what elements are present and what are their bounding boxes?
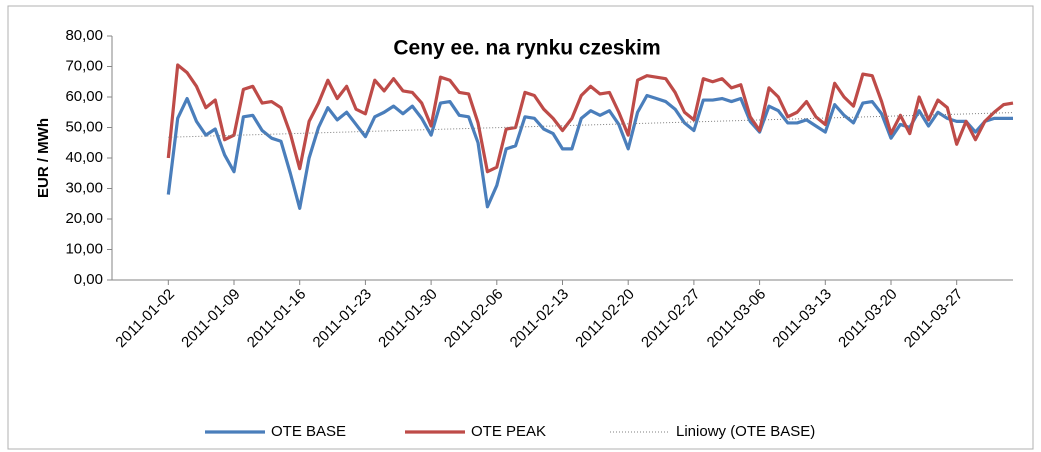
y-tick-label: 0,00 <box>74 271 103 288</box>
legend-label: OTE BASE <box>271 423 346 440</box>
y-tick-label: 50,00 <box>65 118 103 135</box>
y-tick-label: 40,00 <box>65 149 103 166</box>
line-series <box>166 93 1013 210</box>
y-tick-label: 30,00 <box>65 179 103 196</box>
line-series <box>166 63 1014 174</box>
legend-label: Liniowy (OTE BASE) <box>676 423 815 440</box>
y-tick-label: 80,00 <box>65 27 103 44</box>
y-tick-label: 20,00 <box>65 210 103 227</box>
y-axis-label: EUR / MWh <box>35 118 52 198</box>
y-tick-label: 70,00 <box>65 57 103 74</box>
legend-label: OTE PEAK <box>471 423 546 440</box>
chart-frame <box>7 5 1034 450</box>
chart-title: Ceny ee. na rynku czeskim <box>393 37 660 60</box>
y-tick-label: 60,00 <box>65 88 103 105</box>
y-tick-label: 10,00 <box>65 240 103 257</box>
